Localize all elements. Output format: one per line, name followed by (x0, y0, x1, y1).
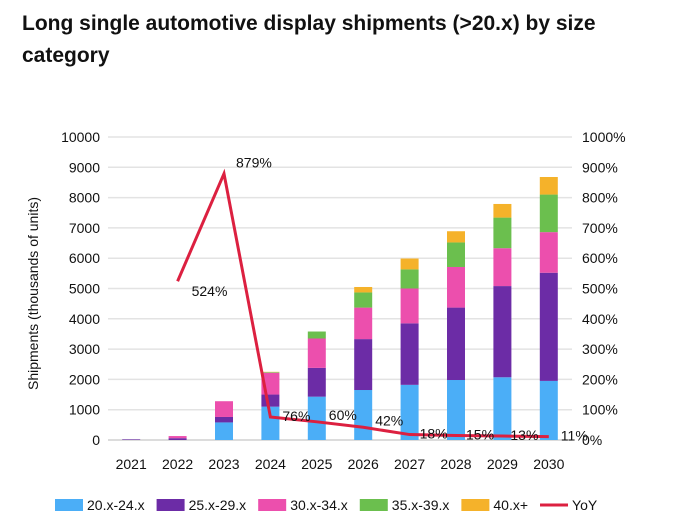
legend-swatch (359, 499, 388, 511)
y2-tick-label: 900% (582, 159, 618, 175)
bar-segment (307, 396, 326, 440)
y2-tick-label: 0% (582, 432, 602, 448)
data-label: 18% (420, 426, 448, 442)
bar-segment (400, 269, 419, 289)
legend-label: YoY (572, 497, 598, 513)
bar-segment (168, 436, 187, 439)
y-tick-label: 7000 (69, 220, 100, 236)
bar-segment (447, 242, 465, 267)
bar-segment (539, 272, 558, 381)
x-tick-label: 2023 (208, 456, 239, 472)
legend-label: 40.x+ (493, 497, 528, 513)
y-tick-label: 3000 (69, 341, 100, 357)
y-tick-label: 8000 (69, 190, 100, 206)
bar-segment (447, 307, 465, 381)
y-tick-label: 4000 (69, 311, 100, 327)
y2-tick-label: 600% (582, 250, 618, 266)
bar-segment (447, 380, 465, 440)
data-label: 76% (282, 408, 310, 424)
bar-segment (400, 323, 419, 385)
y-tick-label: 10000 (61, 129, 100, 145)
bar-segment (215, 422, 233, 440)
data-label: 13% (510, 427, 538, 443)
bar-segment (261, 406, 280, 440)
data-label: 524% (192, 283, 228, 299)
y-tick-label: 1000 (69, 402, 100, 418)
bar-segment (400, 258, 419, 270)
bar-segment (168, 438, 187, 440)
y2-tick-label: 700% (582, 220, 618, 236)
x-tick-label: 2021 (116, 456, 147, 472)
bar-segment (354, 292, 373, 308)
bar-segment (307, 331, 326, 339)
bar-segment (261, 394, 280, 407)
bar-segment (447, 266, 465, 308)
legend-label: 25.x-29.x (189, 497, 247, 513)
x-tick-label: 2027 (394, 456, 425, 472)
y2-tick-label: 800% (582, 190, 618, 206)
y2-tick-label: 100% (582, 402, 618, 418)
bar-segment (493, 217, 512, 249)
legend-swatch (156, 499, 185, 511)
bar-segment (354, 286, 373, 293)
y-tick-label: 5000 (69, 281, 100, 297)
y2-tick-label: 200% (582, 371, 618, 387)
bar-segment (215, 416, 233, 423)
data-label: 42% (375, 412, 403, 428)
data-label: 60% (329, 407, 357, 423)
y2-tick-label: 400% (582, 311, 618, 327)
yoy-line (176, 168, 549, 439)
bar-segment (354, 339, 373, 391)
bar-segment (493, 377, 512, 440)
bar-segment (539, 176, 558, 195)
legend-swatch (461, 499, 490, 511)
y-tick-label: 9000 (69, 159, 100, 175)
legend-label: 30.x-34.x (290, 497, 348, 513)
bar-segment (400, 384, 419, 440)
bar-segment (493, 286, 512, 378)
legend-label: 35.x-39.x (392, 497, 450, 513)
bar-segment (261, 372, 280, 373)
x-tick-label: 2028 (440, 456, 471, 472)
bar-segment (354, 390, 373, 440)
y-tick-label: 2000 (69, 371, 100, 387)
y-tick-label: 6000 (69, 250, 100, 266)
legend-swatch (258, 499, 287, 511)
x-tick-label: 2029 (487, 456, 518, 472)
bar-segment (539, 232, 558, 273)
data-label: 15% (466, 426, 494, 442)
legend-swatch (55, 499, 83, 511)
y-axis-label: Shipments (thousands of units) (25, 197, 41, 390)
x-tick-label: 2024 (255, 456, 286, 472)
data-label: 11% (561, 428, 588, 444)
y-tick-label: 0 (92, 432, 100, 448)
bar-segment (539, 380, 558, 440)
bar-segment (493, 248, 512, 287)
bar-segment (539, 194, 558, 233)
bar-segment (400, 288, 419, 324)
data-label: 879% (236, 155, 272, 171)
bar-segment (122, 439, 141, 440)
bar-segment (354, 307, 373, 340)
bar-segment (307, 338, 326, 368)
legend-label: 20.x-24.x (87, 497, 145, 513)
chart-title: Long single automotive display shipments… (22, 12, 596, 67)
x-tick-label: 2026 (348, 456, 379, 472)
x-tick-label: 2025 (301, 456, 332, 472)
bar-segment (215, 401, 233, 417)
y2-tick-label: 500% (582, 281, 618, 297)
bar-segment (493, 203, 512, 218)
bar-segment (307, 367, 326, 397)
y2-tick-label: 1000% (582, 129, 626, 145)
bar-segment (447, 231, 465, 243)
y2-tick-label: 300% (582, 341, 618, 357)
x-tick-label: 2030 (533, 456, 564, 472)
x-tick-label: 2022 (162, 456, 193, 472)
